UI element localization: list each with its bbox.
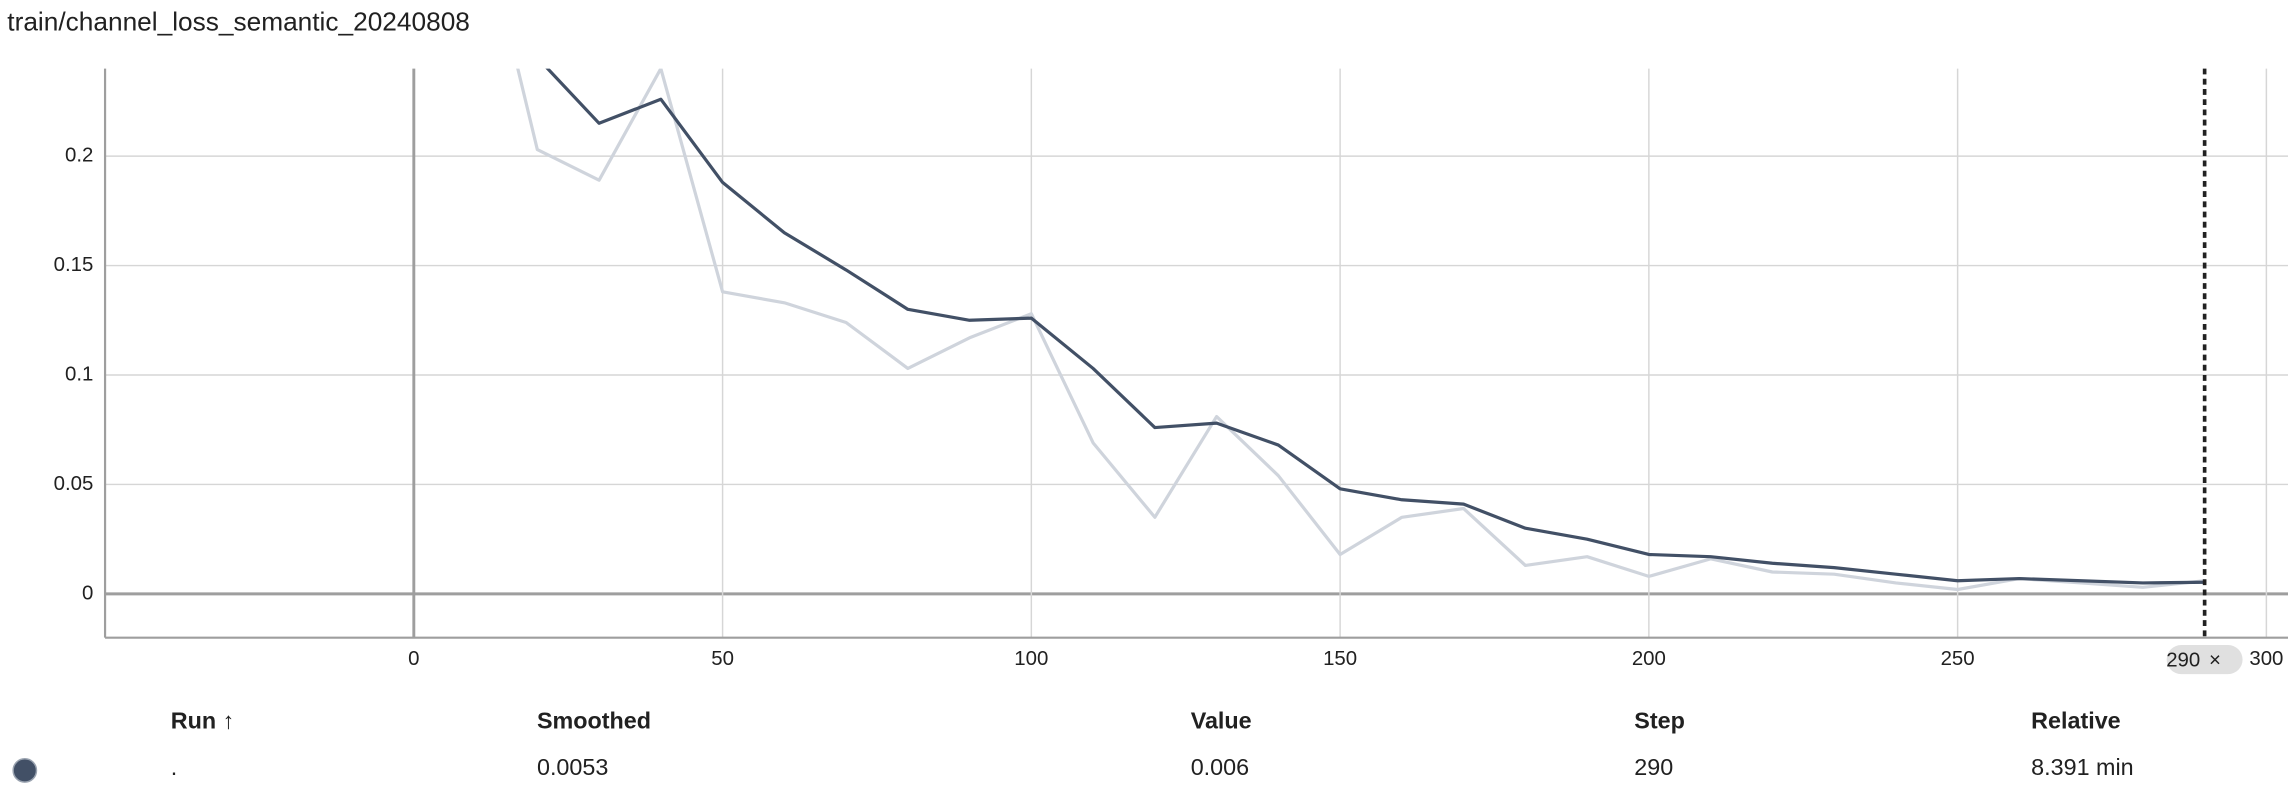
chart-title: train/channel_loss_semantic_20240808 <box>7 6 470 36</box>
cursor-chip <box>2166 644 2243 675</box>
cursor-close[interactable]: × <box>2209 649 2221 671</box>
x-tick-label: 200 <box>1632 648 1666 670</box>
table-header: Smoothed <box>537 707 651 733</box>
y-tick-label: 0.15 <box>54 254 94 276</box>
x-tick-label: 0 <box>408 648 419 670</box>
table-cell: 0.0053 <box>537 754 608 780</box>
series-line <box>516 68 2205 592</box>
y-tick-label: 0.1 <box>65 363 93 385</box>
table-header: Step <box>1634 707 1685 733</box>
table-cell: . <box>171 754 177 780</box>
series-line <box>545 68 2205 585</box>
y-tick-label: 0.2 <box>65 145 93 167</box>
cursor-step-label: 290 <box>2166 649 2200 671</box>
x-tick-label: 100 <box>1014 648 1048 670</box>
y-tick-label: 0.05 <box>54 473 94 495</box>
table-header: Value <box>1191 707 1252 733</box>
table-header[interactable]: Run ↑ <box>171 707 234 733</box>
y-tick-label: 0 <box>82 582 93 604</box>
table-cell: 290 <box>1634 754 1673 780</box>
run-color-dot[interactable] <box>12 758 38 783</box>
x-tick-label: 150 <box>1323 648 1357 670</box>
x-tick-label: 250 <box>1941 648 1975 670</box>
table-header: Relative <box>2031 707 2120 733</box>
table-cell: 8.391 min <box>2031 754 2133 780</box>
table-cell: 0.006 <box>1191 754 1249 780</box>
x-tick-label: 300 <box>2249 648 2283 670</box>
x-tick-label: 50 <box>711 648 734 670</box>
